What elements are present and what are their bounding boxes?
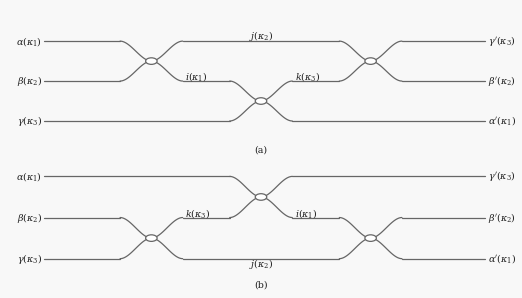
Text: $i(\kappa_1)$: $i(\kappa_1)$ xyxy=(295,207,317,220)
Text: $\alpha'(\kappa_1)$: $\alpha'(\kappa_1)$ xyxy=(488,114,516,128)
Circle shape xyxy=(365,58,376,64)
Text: (b): (b) xyxy=(254,281,268,290)
Circle shape xyxy=(255,98,267,104)
Circle shape xyxy=(146,235,157,241)
Text: $\gamma'(\kappa_3)$: $\gamma'(\kappa_3)$ xyxy=(488,34,515,48)
Text: (a): (a) xyxy=(254,146,268,155)
Text: $\alpha'(\kappa_1)$: $\alpha'(\kappa_1)$ xyxy=(488,252,516,265)
Text: $k(\kappa_3)$: $k(\kappa_3)$ xyxy=(295,70,320,83)
Text: $\beta(\kappa_2)$: $\beta(\kappa_2)$ xyxy=(17,74,42,88)
Text: $\beta(\kappa_2)$: $\beta(\kappa_2)$ xyxy=(17,211,42,224)
Circle shape xyxy=(255,194,267,200)
Text: $\alpha(\kappa_1)$: $\alpha(\kappa_1)$ xyxy=(17,35,42,48)
Text: $\gamma(\kappa_3)$: $\gamma(\kappa_3)$ xyxy=(17,114,42,128)
Text: $\gamma(\kappa_3)$: $\gamma(\kappa_3)$ xyxy=(17,252,42,266)
Text: $\gamma'(\kappa_3)$: $\gamma'(\kappa_3)$ xyxy=(488,170,515,183)
Text: $k(\kappa_3)$: $k(\kappa_3)$ xyxy=(185,207,210,220)
Circle shape xyxy=(365,235,376,241)
Circle shape xyxy=(146,58,157,64)
Text: $\beta'(\kappa_2)$: $\beta'(\kappa_2)$ xyxy=(488,211,516,224)
Text: $j(\kappa_2)$: $j(\kappa_2)$ xyxy=(249,257,273,271)
Text: $i(\kappa_1)$: $i(\kappa_1)$ xyxy=(185,70,208,83)
Text: $\alpha(\kappa_1)$: $\alpha(\kappa_1)$ xyxy=(17,170,42,183)
Text: $\beta'(\kappa_2)$: $\beta'(\kappa_2)$ xyxy=(488,74,516,88)
Text: $j(\kappa_2)$: $j(\kappa_2)$ xyxy=(249,30,273,43)
